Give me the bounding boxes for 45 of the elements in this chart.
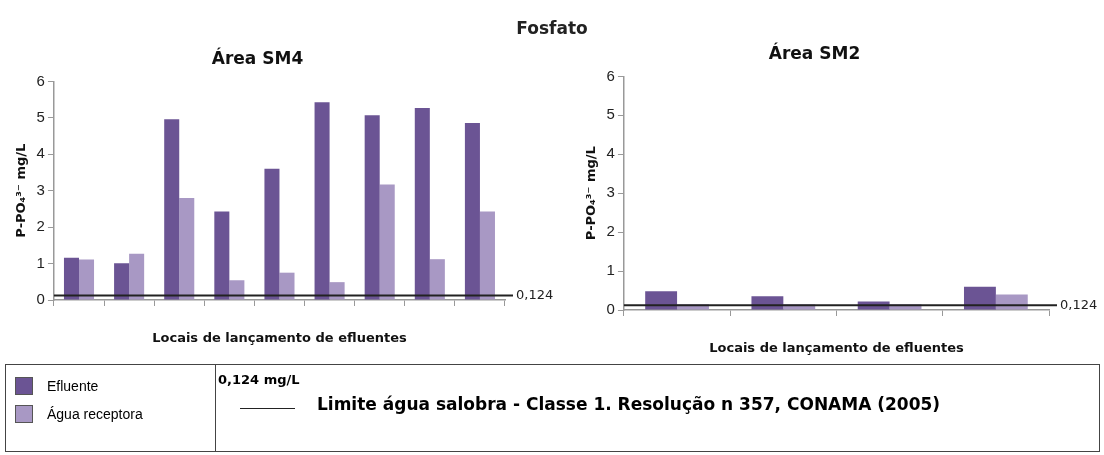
y-tick-label: 5 <box>606 105 615 123</box>
bar <box>963 286 996 310</box>
legend-label: Água receptora <box>47 406 143 422</box>
bar <box>379 184 395 300</box>
y-tick-label: 4 <box>606 144 615 162</box>
y-tick-label: 6 <box>606 66 615 84</box>
y-tick-label: 3 <box>606 183 615 201</box>
y-tick-label: 1 <box>36 253 45 271</box>
y-axis-title: P-PO₄³⁻ mg/L <box>583 146 599 241</box>
chart-title: Área SM4 <box>211 46 304 68</box>
bar <box>114 263 130 300</box>
bar <box>464 122 480 300</box>
bar <box>479 211 495 300</box>
ref-line-label: 0,124 <box>516 286 554 302</box>
bar <box>364 115 380 300</box>
legend-label: Efluente <box>47 378 99 394</box>
y-tick-label: 6 <box>36 71 45 89</box>
ref-line-label: 0,124 <box>1060 296 1098 312</box>
chart-title: Área SM2 <box>768 41 861 63</box>
bar <box>264 168 280 300</box>
bar <box>314 102 330 300</box>
y-tick-label: 0 <box>606 300 615 318</box>
y-tick-label: 1 <box>606 261 615 279</box>
bar <box>429 259 445 300</box>
bar <box>63 257 79 300</box>
text: Fosfato <box>515 18 589 38</box>
y-tick-label: 4 <box>36 144 45 162</box>
x-axis-title: Locais de lançamento de efluentes <box>709 339 964 355</box>
y-tick-label: 2 <box>606 222 615 240</box>
bar <box>129 253 145 300</box>
y-tick-label: 2 <box>36 217 45 235</box>
bar <box>179 197 195 300</box>
bar <box>279 272 295 300</box>
bar <box>164 119 180 300</box>
text: 0,124 mg/L <box>218 372 300 387</box>
y-axis-title: P-PO₄³⁻ mg/L <box>13 143 29 238</box>
y-tick-label: 5 <box>36 107 45 125</box>
y-tick-label: 3 <box>36 180 45 198</box>
bar <box>229 280 245 300</box>
y-tick-label: 0 <box>36 290 45 308</box>
bar <box>214 211 230 300</box>
bar <box>79 259 95 300</box>
text: Limite água salobra - Classe 1. Resolução n 357, CONAMA (2005) <box>317 394 941 414</box>
bar <box>414 108 430 300</box>
x-axis-title: Locais de lançamento de efluentes <box>152 329 407 345</box>
